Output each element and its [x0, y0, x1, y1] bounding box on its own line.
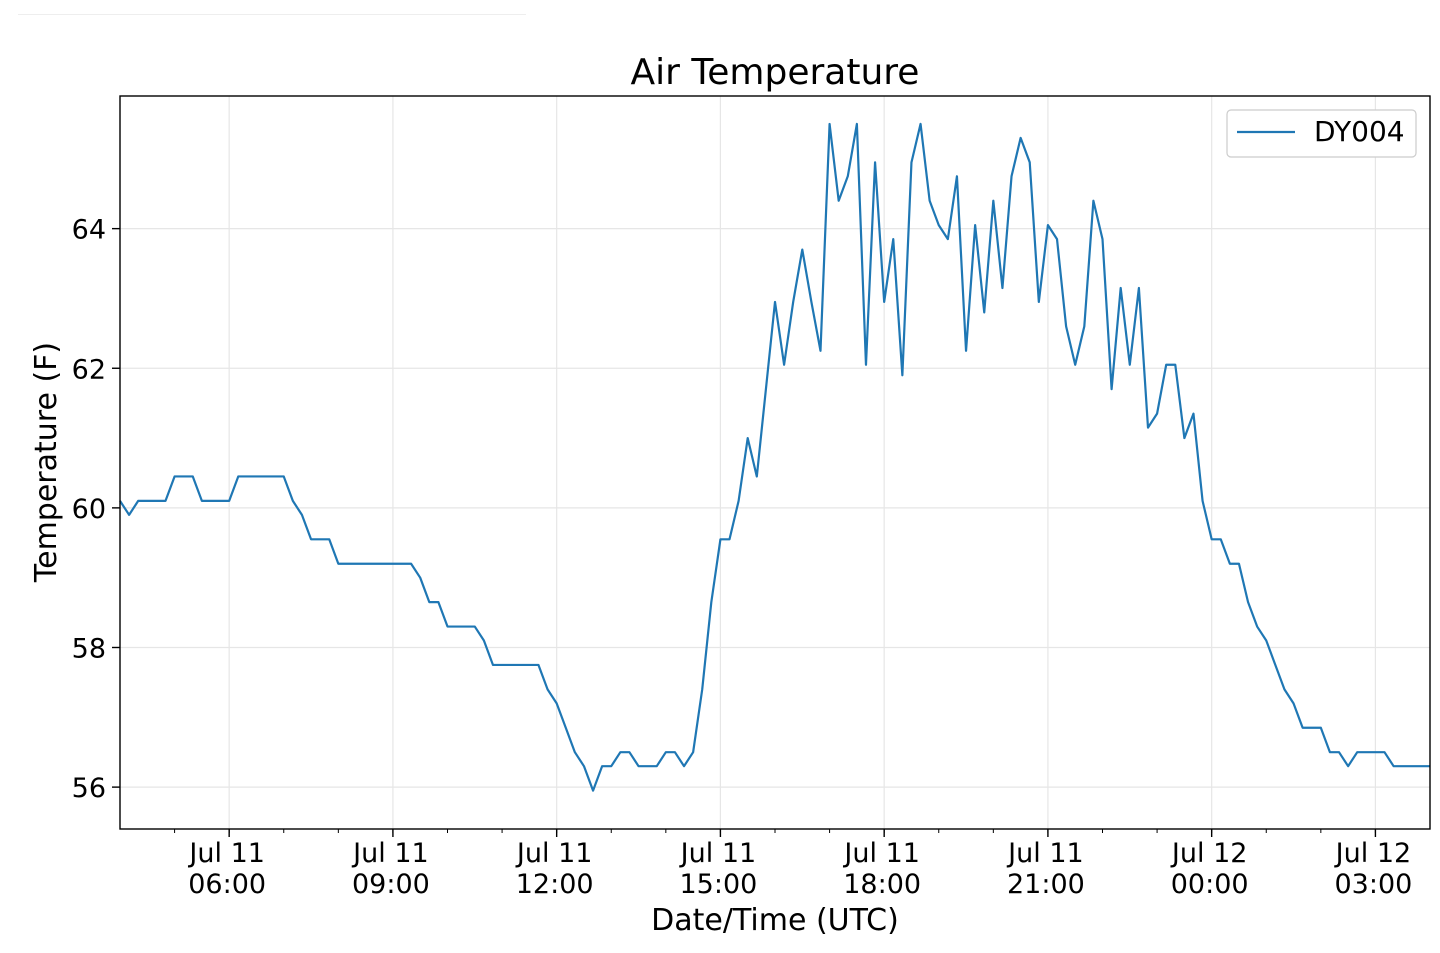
y-tick-label: 58	[72, 633, 106, 664]
x-tick-label: 18:00	[843, 869, 921, 900]
x-tick-label: 09:00	[352, 869, 430, 900]
series-line-DY004	[119, 122, 1430, 792]
x-tick-label: Jul 12	[1334, 838, 1412, 869]
x-axis-label: Date/Time (UTC)	[651, 903, 899, 938]
x-tick-label: Jul 11	[515, 838, 593, 869]
y-tick-label: 64	[72, 215, 106, 246]
x-tick-label: Jul 12	[1170, 838, 1248, 869]
chart-title: Air Temperature	[631, 52, 920, 93]
y-tick-label: 62	[72, 354, 106, 385]
legend: DY004	[1226, 109, 1417, 158]
legend-label: DY004	[1314, 115, 1405, 148]
x-tick-label: 15:00	[680, 869, 758, 900]
y-axis-ticks: 56 58 60 62 64	[72, 215, 120, 804]
x-tick-label: 21:00	[1007, 869, 1085, 900]
top-divider	[18, 14, 526, 15]
x-tick-label: Jul 11	[351, 838, 429, 869]
legend-box	[1226, 109, 1417, 158]
y-tick-label: 60	[72, 494, 106, 525]
x-tick-label: Jul 11	[1006, 838, 1084, 869]
y-tick-label: 56	[72, 773, 106, 804]
x-tick-label: 03:00	[1335, 869, 1413, 900]
x-tick-label: 06:00	[188, 869, 266, 900]
x-tick-label: Jul 11	[187, 838, 265, 869]
x-tick-label: Jul 11	[679, 838, 757, 869]
y-axis-label: Temperature (F)	[29, 342, 64, 583]
series-layer	[119, 122, 1430, 792]
grid-lines	[120, 96, 1430, 829]
plot-area-frame	[119, 95, 1431, 830]
x-tick-label: Jul 11	[842, 838, 920, 869]
x-tick-label: 00:00	[1171, 869, 1249, 900]
x-tick-label: 12:00	[516, 869, 594, 900]
